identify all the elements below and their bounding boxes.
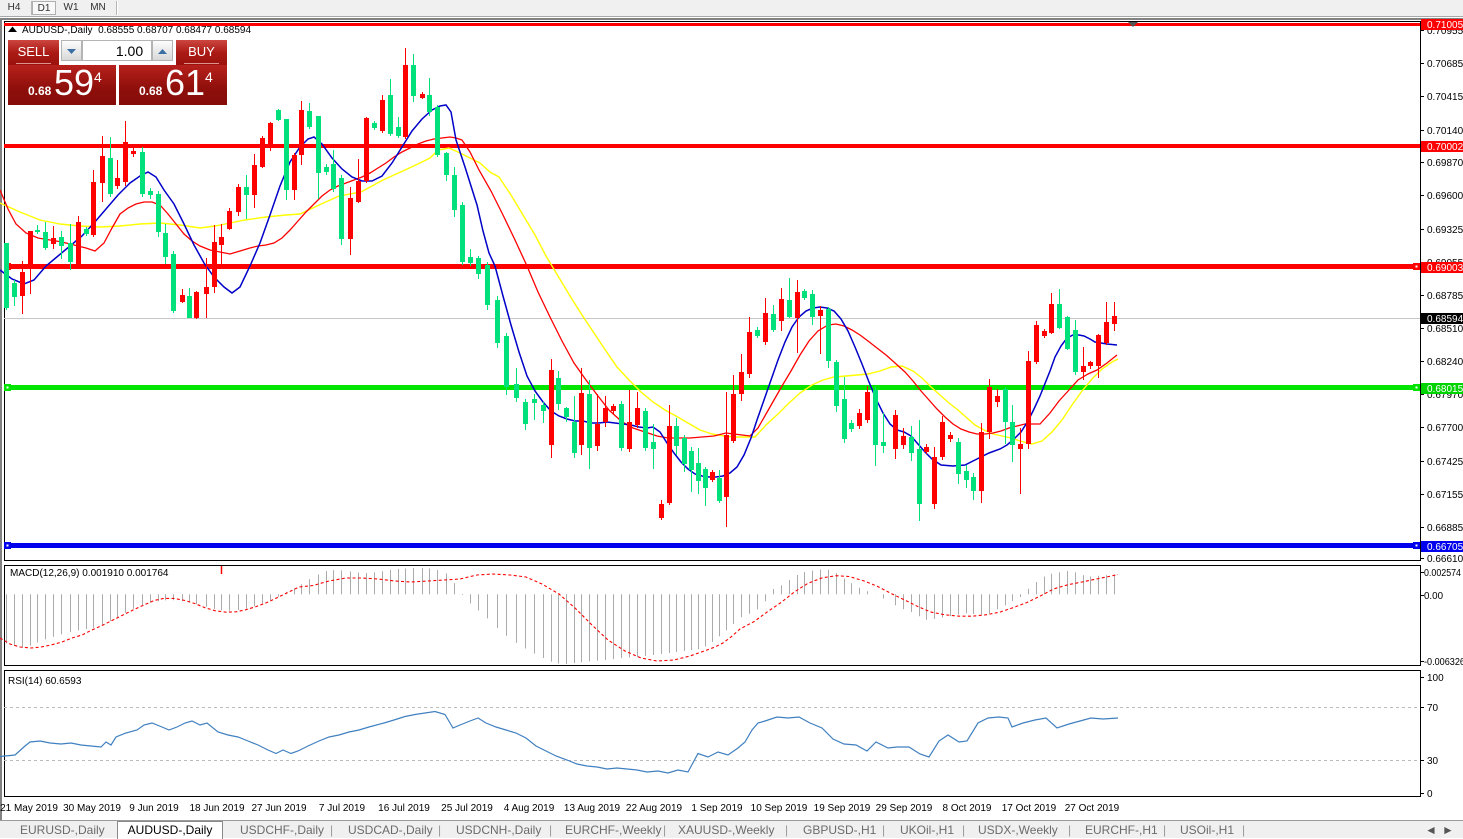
svg-text:27 Oct 2019: 27 Oct 2019 [1065,803,1120,814]
svg-text:17 Oct 2019: 17 Oct 2019 [1002,803,1057,814]
svg-text:-0.006326: -0.006326 [1424,657,1463,668]
svg-text:16 Jul 2019: 16 Jul 2019 [378,803,430,814]
svg-text:0.70685: 0.70685 [1427,59,1463,70]
svg-text:19 Sep 2019: 19 Sep 2019 [814,803,871,814]
svg-text:25 Jul 2019: 25 Jul 2019 [441,803,493,814]
svg-text:10 Sep 2019: 10 Sep 2019 [751,803,808,814]
svg-text:0.67700: 0.67700 [1427,423,1463,434]
svg-text:0.66705: 0.66705 [1427,542,1463,553]
svg-text:22 Aug 2019: 22 Aug 2019 [626,803,683,814]
svg-text:0.69325: 0.69325 [1427,225,1463,236]
svg-text:0.67425: 0.67425 [1427,457,1463,468]
svg-text:0.69003: 0.69003 [1427,263,1463,274]
svg-text:100: 100 [1427,673,1444,684]
svg-text:0: 0 [1427,789,1433,800]
svg-text:MACD(12,26,9) 0.001910 0.00176: MACD(12,26,9) 0.001910 0.001764 [10,568,169,579]
svg-text:RSI(14) 60.6593: RSI(14) 60.6593 [8,676,82,687]
svg-text:0.69600: 0.69600 [1427,191,1463,202]
svg-text:1 Sep 2019: 1 Sep 2019 [691,803,743,814]
svg-text:0.68015: 0.68015 [1427,384,1463,395]
svg-text:0.70955: 0.70955 [1427,26,1463,37]
svg-text:7 Jul 2019: 7 Jul 2019 [319,803,366,814]
svg-text:29 Sep 2019: 29 Sep 2019 [876,803,933,814]
svg-text:0.70415: 0.70415 [1427,92,1463,103]
svg-text:0.68785: 0.68785 [1427,291,1463,302]
svg-text:21 May 2019: 21 May 2019 [0,803,58,814]
svg-text:0.66610: 0.66610 [1427,554,1463,565]
svg-text:0.002574: 0.002574 [1424,568,1461,579]
svg-text:0.70002: 0.70002 [1427,142,1463,153]
svg-text:4 Aug 2019: 4 Aug 2019 [504,803,555,814]
svg-text:30 May 2019: 30 May 2019 [63,803,121,814]
svg-text:0.69870: 0.69870 [1427,158,1463,169]
svg-text:0.68240: 0.68240 [1427,357,1463,368]
svg-text:0.70140: 0.70140 [1427,126,1463,137]
svg-text:0.00: 0.00 [1424,591,1443,602]
svg-text:30: 30 [1427,756,1439,767]
svg-text:0.67970: 0.67970 [1427,390,1463,401]
svg-text:9 Jun 2019: 9 Jun 2019 [129,803,179,814]
svg-text:27 Jun 2019: 27 Jun 2019 [251,803,306,814]
svg-text:0.68594: 0.68594 [1427,314,1463,325]
svg-text:AUDUSD-,Daily 0.68555 0.68707: AUDUSD-,Daily 0.68555 0.68707 0.68477 0.… [22,25,251,36]
svg-text:0.68510: 0.68510 [1427,324,1463,335]
svg-text:0.67155: 0.67155 [1427,490,1463,501]
svg-text:0.66885: 0.66885 [1427,523,1463,534]
svg-text:8 Oct 2019: 8 Oct 2019 [943,803,992,814]
svg-text:70: 70 [1427,703,1439,714]
svg-text:18 Jun 2019: 18 Jun 2019 [189,803,244,814]
svg-text:0.71005: 0.71005 [1427,20,1463,31]
svg-text:13 Aug 2019: 13 Aug 2019 [564,803,621,814]
